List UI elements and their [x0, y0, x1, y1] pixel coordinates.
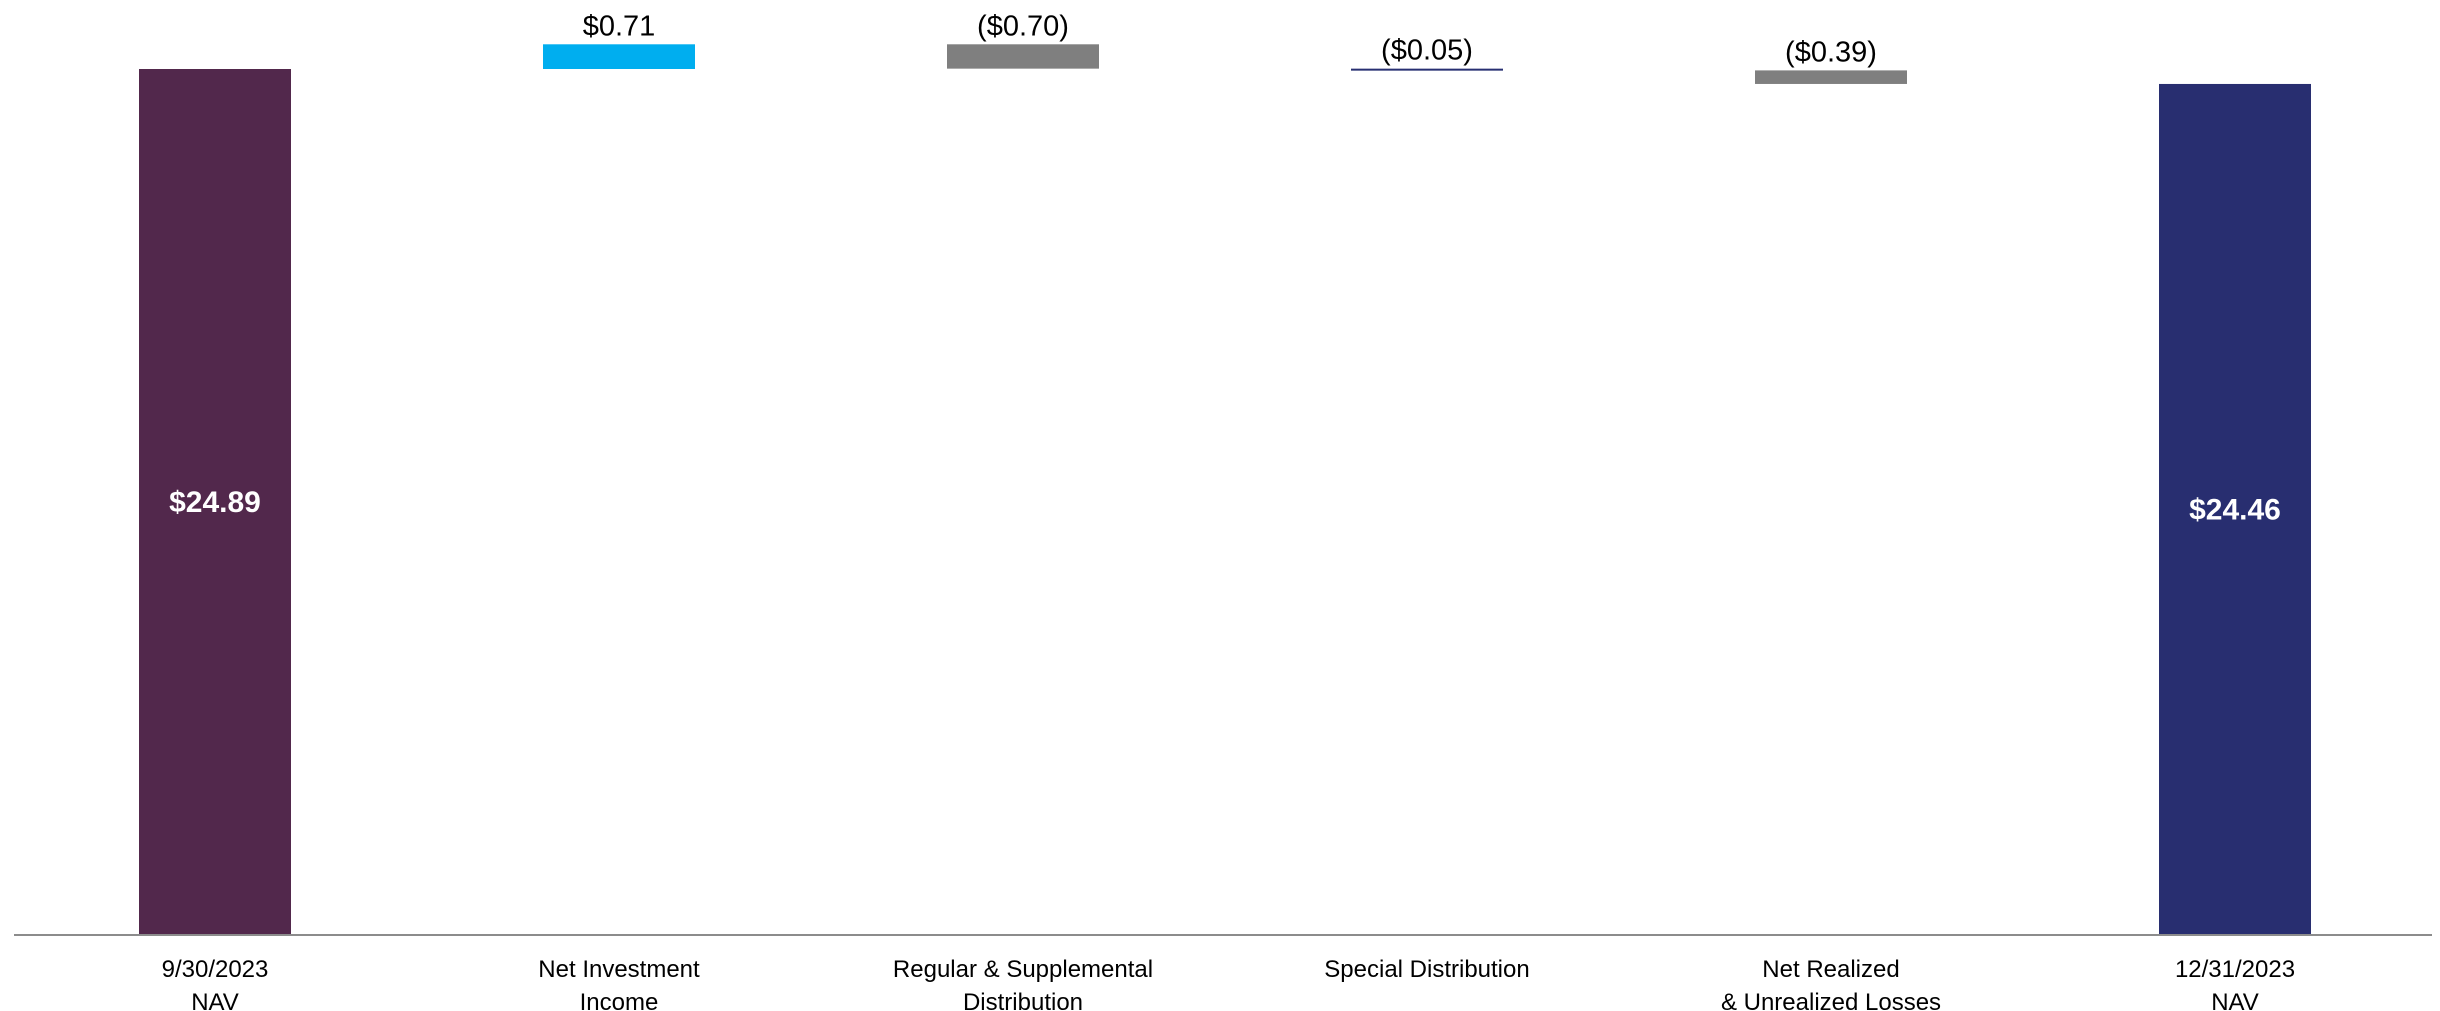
category-labels-group: 9/30/2023 NAV Net Investment Income Regular …: [162, 956, 2295, 1011]
category-label-2-line-0: Regular & Supplemental: [893, 956, 1153, 983]
category-label-2-line-1: Distribution: [963, 989, 1083, 1011]
bar-1: [543, 44, 695, 69]
data-label-0: $24.89: [169, 486, 261, 519]
category-label-4-line-1: & Unrealized Losses: [1721, 989, 1941, 1011]
bars-group: [139, 44, 2311, 935]
data-label-1: $0.71: [583, 10, 656, 42]
bar-3: [1351, 68, 1503, 71]
category-label-4-line-0: Net Realized: [1762, 956, 1899, 983]
bar-5: [2159, 83, 2311, 935]
category-label-0-line-0: 9/30/2023: [162, 956, 269, 983]
category-label-1-line-1: Income: [580, 989, 659, 1011]
data-label-4: ($0.39): [1785, 36, 1877, 68]
data-label-3: ($0.05): [1381, 35, 1473, 67]
category-label-1-line-0: Net Investment: [538, 956, 700, 983]
category-label-0-line-1: NAV: [191, 989, 239, 1011]
category-label-5-line-1: NAV: [2211, 989, 2259, 1011]
category-label-5-line-0: 12/31/2023: [2175, 956, 2295, 983]
data-label-2: ($0.70): [977, 10, 1069, 42]
bar-2: [947, 44, 1099, 69]
labels-group: $24.89 $0.71 ($0.70) ($0.05) ($0.39) $24.46: [169, 10, 2281, 526]
bar-0: [139, 69, 291, 935]
data-label-5: $24.46: [2189, 493, 2281, 526]
category-label-3-line-0: Special Distribution: [1324, 956, 1529, 983]
bar-4: [1755, 70, 1907, 84]
